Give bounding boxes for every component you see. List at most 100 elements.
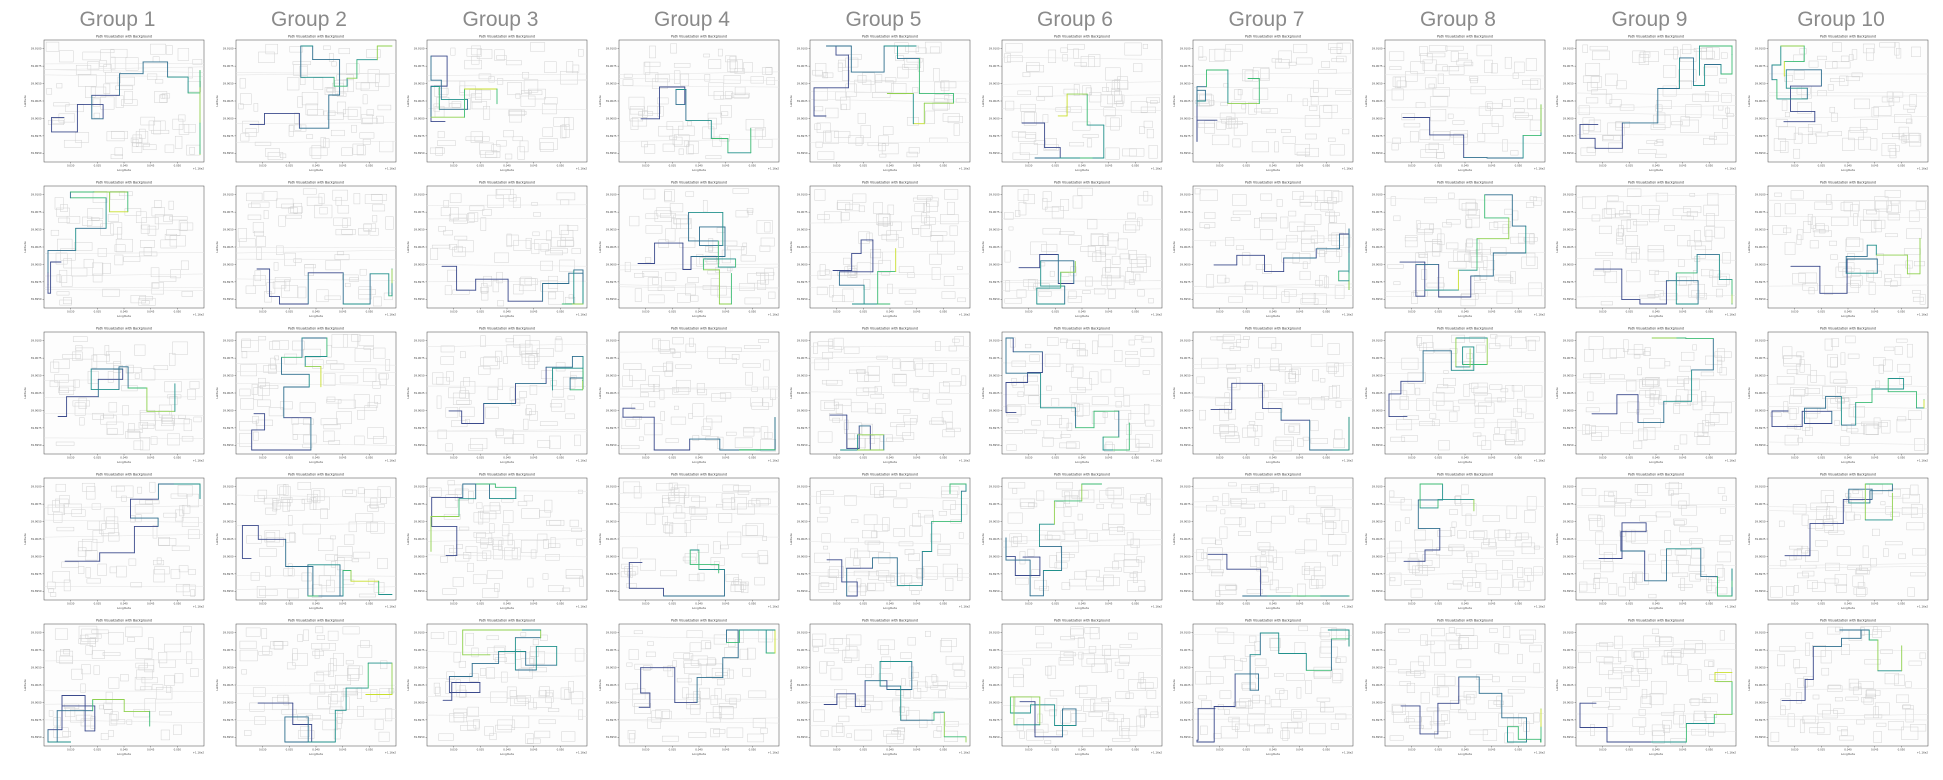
path-plot-panel: Path Visualization with Background 39.910… [405,32,595,177]
x-tick-label: 0.050 [1706,164,1714,168]
y-tick-label: 39.9100 [1754,631,1765,635]
x-offset-label: +1.16e2 [767,605,779,609]
trajectory-path [813,45,954,125]
y-tick-label: 39.8950 [1754,297,1765,301]
x-tick-label: 0.045 [721,602,729,606]
panel-title: Path Visualization with Background [479,473,535,477]
path-plot-panel: Path Visualization with Background 39.910… [1554,470,1744,615]
y-tick-label: 39.8975 [1180,426,1191,430]
x-tick-label: 0.030 [1790,310,1798,314]
panel-title: Path Visualization with Background [288,619,344,623]
path-plot: Path Visualization with Background 39.910… [598,619,779,757]
y-tick-label: 39.8975 [1754,280,1765,284]
y-tick-label: 39.9000 [988,554,999,558]
y-axis-label: Latitude [406,387,410,399]
path-plot-panel: Path Visualization with Background 39.910… [1746,616,1936,761]
trajectory-path [832,239,897,305]
x-tick-label: 0.040 [1078,602,1086,606]
building-background [1192,42,1354,158]
plot-frame [1575,477,1737,601]
y-tick-label: 39.8950 [797,443,808,447]
x-axis-label: Longitude [1075,606,1089,610]
y-tick-label: 39.9000 [988,408,999,412]
path-plot: Path Visualization with Background 39.910… [23,35,204,173]
y-tick-label: 39.9000 [1371,700,1382,704]
plot-frame [1192,185,1354,309]
building-background [1575,336,1737,450]
y-tick-label: 39.8975 [1563,134,1574,138]
x-tick-label: 0.050 [940,164,948,168]
y-tick-label: 39.9100 [1563,339,1574,343]
y-tick-label: 39.9025 [31,537,42,541]
plot-frame [1767,623,1928,747]
y-tick-label: 39.9000 [1754,408,1765,412]
y-tick-label: 39.8975 [797,572,808,576]
x-tick-label: 0.040 [1652,602,1660,606]
path-plot-panel: Path Visualization with Background 39.910… [1554,32,1744,177]
plot-frame [809,185,971,309]
trajectory-path [256,268,392,305]
panel-title: Path Visualization with Background [862,181,918,185]
x-tick-label: 0.035 [668,748,676,752]
x-tick-label: 0.050 [557,456,565,460]
plot-frame [1767,39,1928,163]
y-axis-label: Latitude [598,241,602,253]
y-axis-label: Latitude [23,95,27,107]
panel-title: Path Visualization with Background [1054,619,1110,623]
x-tick-label: 0.040 [1461,456,1469,460]
y-tick-label: 39.8975 [797,280,808,284]
path-plot: Path Visualization with Background 39.910… [1172,327,1354,465]
path-plot-panel: Path Visualization with Background 39.910… [22,178,212,323]
y-tick-label: 39.8950 [797,151,808,155]
x-axis-label: Longitude [1649,752,1663,756]
x-tick-label: 0.035 [1434,748,1442,752]
y-tick-label: 39.9000 [797,116,808,120]
y-tick-label: 39.9100 [1180,339,1191,343]
path-plot-panel: Path Visualization with Background 39.910… [1363,470,1553,615]
trajectory-path [51,61,201,155]
path-plot: Path Visualization with Background 39.910… [1555,35,1736,173]
y-tick-label: 39.8950 [1563,297,1574,301]
y-tick-label: 39.9075 [1180,210,1191,214]
plot-frame [1767,185,1928,309]
x-tick-label: 0.050 [1514,456,1522,460]
path-plot: Path Visualization with Background 39.910… [1747,181,1928,319]
path-plot: Path Visualization with Background 39.910… [789,181,971,319]
building-background [1001,334,1162,452]
y-tick-label: 39.9025 [988,391,999,395]
building-background [1192,334,1354,452]
y-tick-label: 39.9050 [988,227,999,231]
y-tick-label: 39.9050 [31,81,42,85]
y-tick-label: 39.8975 [1754,572,1765,576]
panel-title: Path Visualization with Background [288,35,344,39]
x-tick-label: 0.040 [503,456,511,460]
y-tick-label: 39.8975 [797,718,808,722]
x-tick-label: 0.035 [1243,164,1251,168]
x-offset-label: +1.16e2 [1725,751,1737,755]
trajectory-path [241,525,392,597]
y-tick-label: 39.8950 [1563,443,1574,447]
x-tick-label: 0.030 [450,164,458,168]
panel-title: Path Visualization with Background [479,619,535,623]
y-axis-label: Latitude [1555,679,1559,691]
y-axis-label: Latitude [1172,533,1176,545]
y-tick-label: 39.8950 [797,735,808,739]
y-tick-label: 39.9050 [1563,81,1574,85]
x-tick-label: 0.050 [1131,602,1139,606]
x-tick-label: 0.030 [450,310,458,314]
y-tick-label: 39.9000 [414,554,425,558]
y-tick-label: 39.9000 [31,700,42,704]
y-tick-label: 39.9100 [1563,631,1574,635]
x-axis-label: Longitude [883,460,897,464]
panel-title: Path Visualization with Background [1820,327,1876,331]
y-tick-label: 39.9075 [1563,648,1574,652]
x-tick-label: 0.045 [1104,456,1112,460]
trajectory-path [1579,45,1733,149]
path-plot-panel: Path Visualization with Background 39.910… [1363,32,1553,177]
trajectory-path [1021,93,1104,159]
y-tick-label: 39.8975 [1180,572,1191,576]
x-offset-label: +1.16e2 [576,313,588,317]
y-tick-label: 39.9100 [1180,47,1191,51]
y-tick-label: 39.9075 [1371,356,1382,360]
y-tick-label: 39.8975 [31,280,42,284]
